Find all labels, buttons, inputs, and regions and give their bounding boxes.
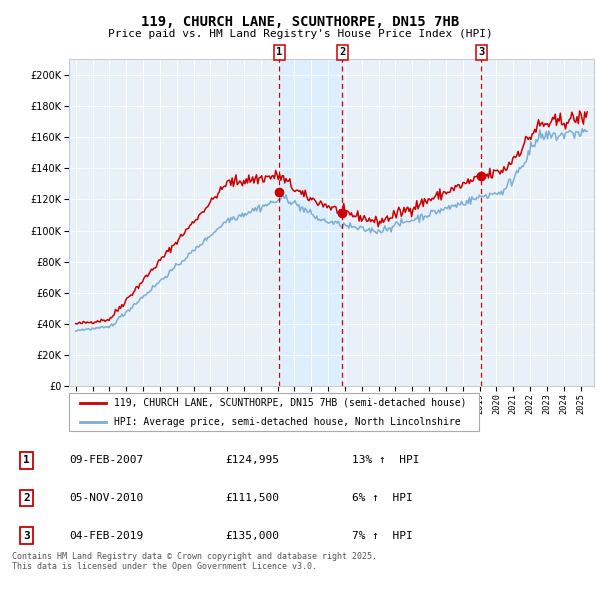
Text: 3: 3	[478, 47, 484, 57]
Text: £135,000: £135,000	[225, 531, 279, 540]
Text: 04-FEB-2019: 04-FEB-2019	[70, 531, 144, 540]
FancyBboxPatch shape	[69, 392, 479, 431]
Text: 09-FEB-2007: 09-FEB-2007	[70, 455, 144, 465]
Text: 3: 3	[23, 531, 30, 540]
Text: 1: 1	[276, 47, 283, 57]
Text: 2: 2	[340, 47, 346, 57]
Text: Price paid vs. HM Land Registry's House Price Index (HPI): Price paid vs. HM Land Registry's House …	[107, 29, 493, 39]
Text: Contains HM Land Registry data © Crown copyright and database right 2025.
This d: Contains HM Land Registry data © Crown c…	[12, 552, 377, 571]
Text: 119, CHURCH LANE, SCUNTHORPE, DN15 7HB (semi-detached house): 119, CHURCH LANE, SCUNTHORPE, DN15 7HB (…	[113, 398, 466, 408]
Text: 119, CHURCH LANE, SCUNTHORPE, DN15 7HB: 119, CHURCH LANE, SCUNTHORPE, DN15 7HB	[141, 15, 459, 29]
Text: £124,995: £124,995	[225, 455, 279, 465]
Text: 6% ↑  HPI: 6% ↑ HPI	[352, 493, 413, 503]
Text: £111,500: £111,500	[225, 493, 279, 503]
Text: 13% ↑  HPI: 13% ↑ HPI	[352, 455, 419, 465]
Bar	[280, 59, 343, 386]
Text: 2: 2	[23, 493, 30, 503]
Text: 1: 1	[23, 455, 30, 465]
Text: 05-NOV-2010: 05-NOV-2010	[70, 493, 144, 503]
Text: 7% ↑  HPI: 7% ↑ HPI	[352, 531, 413, 540]
Text: HPI: Average price, semi-detached house, North Lincolnshire: HPI: Average price, semi-detached house,…	[113, 417, 460, 427]
